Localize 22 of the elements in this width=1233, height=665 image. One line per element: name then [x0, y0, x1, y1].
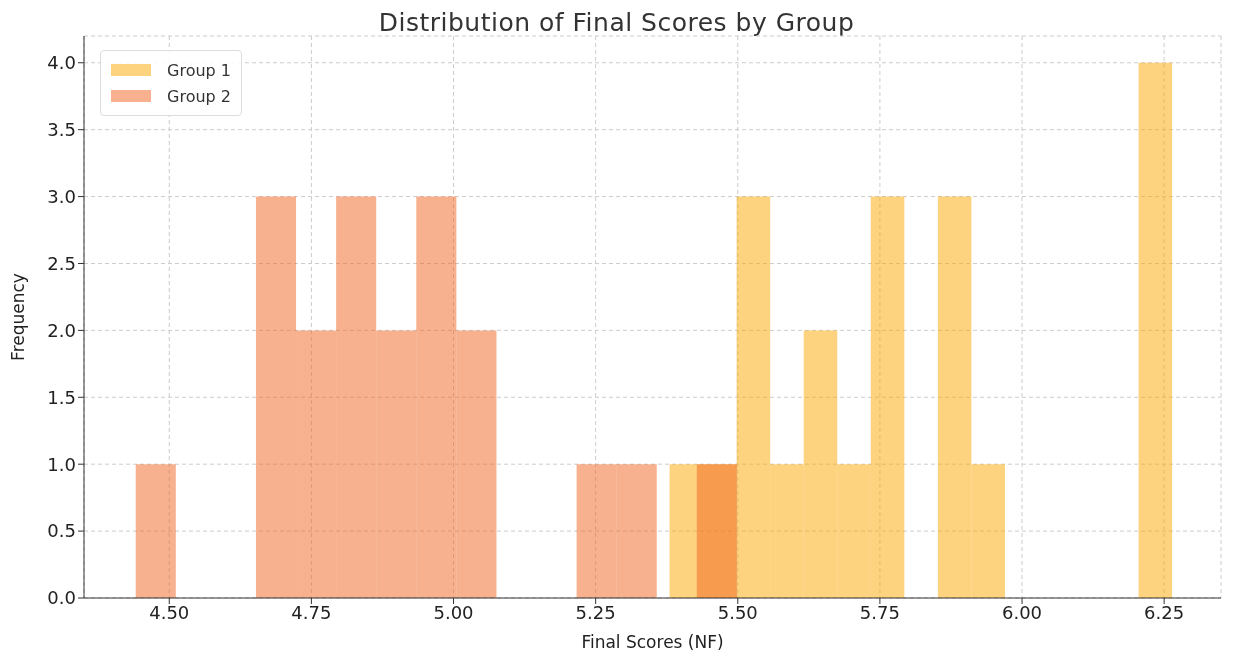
y-tick-label: 1.0 [47, 453, 76, 475]
x-tick-label: 5.50 [717, 601, 758, 623]
y-tick-label: 0.5 [47, 520, 76, 542]
y-tick-label: 3.0 [47, 185, 76, 207]
x-tick-label: 6.25 [1144, 601, 1185, 623]
chart-title: Distribution of Final Scores by Group [377, 8, 856, 37]
y-tick-label: 1.5 [47, 386, 76, 408]
x-tick-label: 5.75 [859, 601, 900, 623]
y-tick-label: 2.5 [47, 252, 76, 274]
legend-label: Group 1 [167, 60, 231, 80]
x-tick-label: 5.00 [433, 601, 474, 623]
x-tick-label: 4.75 [291, 601, 332, 623]
y-axis-title: Frequency [8, 273, 29, 361]
x-tick-label: 4.50 [149, 601, 190, 623]
x-tick-label: 5.25 [575, 601, 616, 623]
y-tick-label: 3.5 [47, 119, 76, 141]
legend-label: Group 2 [167, 86, 231, 106]
y-tick-label: 4.0 [47, 52, 76, 74]
y-tick-label: 0.0 [47, 587, 76, 609]
x-tick-label: 6.00 [1001, 601, 1043, 623]
y-tick-label: 2.0 [47, 319, 76, 341]
x-axis-title: Final Scores (NF) [581, 632, 724, 652]
